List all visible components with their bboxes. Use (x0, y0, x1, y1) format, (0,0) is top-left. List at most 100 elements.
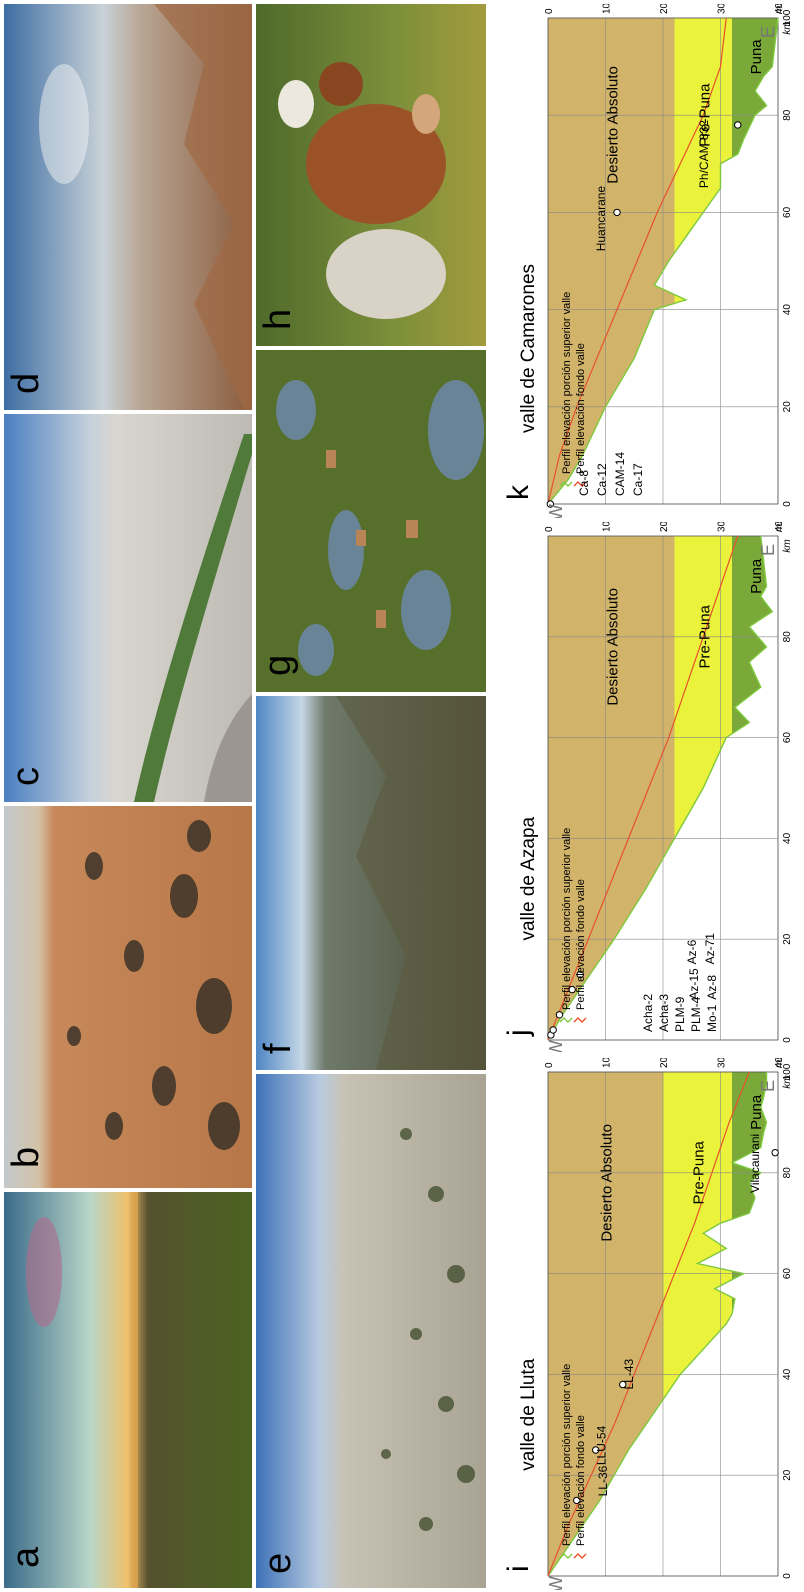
panel-letter-chart: i (502, 1565, 535, 1572)
photo-a-sunset: a (4, 1192, 252, 1588)
tick-label-elev: 0 (544, 8, 555, 14)
photo-panel-a: a (4, 1192, 252, 1588)
site-label-azapa: PLM-9 (673, 996, 687, 1032)
tick-label-elev: 2000 (659, 4, 670, 14)
tick-label-km: 80 (782, 631, 793, 643)
site-label-camarones: Ca-17 (631, 463, 645, 496)
zone-label-desierto: Desierto Absoluto (604, 588, 621, 706)
elevation-chart-lluta: 02040608010001000200030004000kmmsnmDesie… (490, 1058, 802, 1590)
axis-unit-km: km (782, 539, 793, 552)
axis-unit-km: km (782, 21, 793, 34)
legend-label-upper: Perfil elevación porción superior valle (561, 1364, 573, 1546)
zone-label-prepuna: Pre-Puna (691, 1140, 708, 1204)
site-label-azapa: Az-6 (685, 939, 699, 964)
zone-label-desierto: Desierto Absoluto (604, 66, 621, 184)
site-label-azapa: Mo-1 (705, 1004, 719, 1032)
tick-label-km: 40 (782, 1368, 793, 1380)
photo-panel-d: d (4, 4, 252, 410)
legend-swatch-upper (560, 1018, 572, 1022)
site-label-vilacaurani: Vilacaurani (748, 1134, 762, 1193)
axis-unit-elev: msnm (774, 4, 785, 14)
axis-unit-km: km (782, 1075, 793, 1088)
site-marker (735, 122, 741, 128)
site-marker (772, 1149, 778, 1155)
site-label-azapa: PLM-4 (689, 996, 703, 1032)
panel-letter-e: e (257, 1553, 299, 1574)
photo-g-wetland-vicunas: g (256, 350, 486, 692)
panel-letter-h: h (257, 309, 299, 330)
chart-plot-group-0: 02040608010001000200030004000kmmsnmDesie… (502, 1058, 793, 1590)
site-label-camarones: CAM-14 (613, 452, 627, 496)
site-label-azapa: Az-8 (705, 975, 719, 1000)
tick-label-km: 40 (782, 304, 793, 316)
legend-swatch-floor (574, 1018, 586, 1022)
compass-west: W (546, 1040, 566, 1052)
legend-label-floor: Perfil elevación fondo valle (575, 879, 587, 1010)
site-label-azapa: Az-71 (703, 933, 717, 965)
photo-panel-h: h (256, 4, 486, 346)
zone-label-desierto: Desierto Absoluto (599, 1124, 616, 1242)
legend-label-upper: Perfil elevación porción superior valle (561, 828, 573, 1010)
photo-d-eroded-hills: d (4, 4, 252, 410)
compass-east: E (758, 544, 778, 556)
chart-title: valle de Lluta (518, 1358, 539, 1470)
zone-label-puna: Puna (748, 39, 765, 75)
photo-c-valley-oasis: c (4, 414, 252, 802)
tick-label-km: 80 (782, 1167, 793, 1179)
chart-title: valle de Camarones (518, 264, 539, 433)
tick-label-elev: 0 (544, 526, 555, 532)
elevation-chart-camarones: 02040608010001000200030004000kmmsnmDesie… (490, 4, 802, 518)
site-label-llu54: LLU-54 (595, 1425, 609, 1465)
chart-title: valle de Azapa (518, 816, 539, 940)
site-label-camarones: Ca-12 (595, 463, 609, 496)
site-label-camarones: Ca-8 (577, 470, 591, 496)
site-label-huancarane: Huancarane (594, 186, 608, 252)
zone-label-prepuna: Pre-Puna (696, 604, 713, 668)
photo-panel-b: b (4, 806, 252, 1188)
axis-unit-elev: msnm (774, 1058, 785, 1068)
tick-label-km: 40 (782, 832, 793, 844)
site-label-azapa: Acha-3 (657, 994, 671, 1032)
photo-panel-f: f (256, 696, 486, 1070)
compass-east: E (758, 1080, 778, 1092)
tick-label-elev: 3000 (717, 1058, 728, 1068)
tick-label-elev: 3000 (717, 4, 728, 14)
tick-label-km: 0 (782, 1037, 793, 1043)
panel-letter-d: d (5, 373, 47, 394)
site-label-ll43: LL-43 (622, 1359, 636, 1390)
photo-panel-e: e (256, 1074, 486, 1588)
photo-f-green-valley: f (256, 696, 486, 1070)
panel-letter-chart: j (502, 1029, 535, 1037)
chart-svg-lluta: 02040608010001000200030004000kmmsnmDesie… (490, 1058, 802, 1590)
site-label-ll36: LL-36 (596, 1465, 610, 1496)
compass-west: W (546, 504, 566, 518)
site-marker (556, 1012, 562, 1018)
site-label-phcam832: Ph/CAM 832 (697, 120, 711, 188)
zone-label-puna: Puna (748, 558, 765, 594)
elevation-chart-azapa: 02040608001000200030004000kmmsnmDesierto… (490, 522, 802, 1052)
tick-label-km: 20 (782, 1469, 793, 1481)
panel-letter-a: a (5, 1546, 47, 1568)
zone-label-puna: Puna (748, 1094, 765, 1130)
site-marker (614, 209, 620, 215)
photo-panel-c: c (4, 414, 252, 802)
site-label-azapa: Acha-2 (641, 994, 655, 1032)
axis-unit-elev: msnm (774, 522, 785, 532)
tick-label-km: 60 (782, 732, 793, 744)
tick-label-km: 20 (782, 401, 793, 413)
tick-label-km: 80 (782, 109, 793, 121)
photo-panel-g: g (256, 350, 486, 692)
tick-label-km: 60 (782, 206, 793, 218)
legend-swatch-floor (574, 1554, 586, 1558)
tick-label-km: 0 (782, 1573, 793, 1579)
tick-label-elev: 0 (544, 1062, 555, 1068)
tick-label-elev: 2000 (659, 522, 670, 532)
chart-svg-camarones: 02040608010001000200030004000kmmsnmDesie… (490, 4, 802, 518)
compass-east: E (758, 26, 778, 38)
legend-label-floor: Perfil elevación fondo valle (575, 1415, 587, 1546)
tick-label-elev: 3000 (717, 522, 728, 532)
